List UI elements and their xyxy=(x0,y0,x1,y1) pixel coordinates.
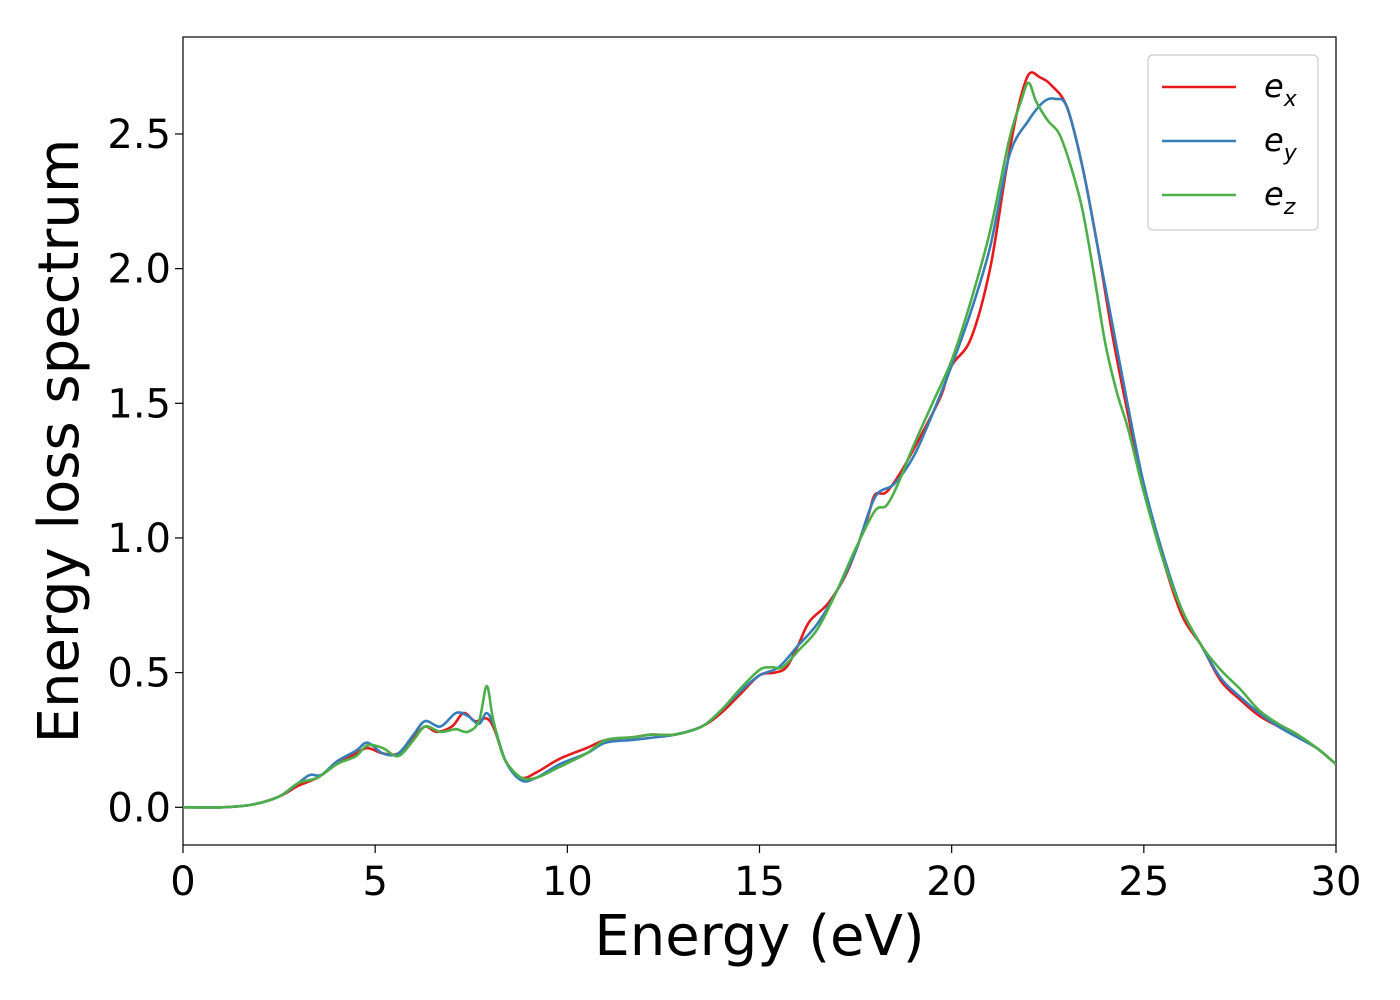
legend-item-y: ey xyxy=(1162,121,1298,166)
y-tick-label: 2.0 xyxy=(107,247,171,293)
series-layer xyxy=(183,71,1336,809)
x-tick-label: 20 xyxy=(926,859,977,905)
y-tick-label: 1.0 xyxy=(107,516,171,562)
x-axis-label: Energy (eV) xyxy=(594,904,924,969)
x-tick-label: 5 xyxy=(362,859,387,905)
y-axis-label: Energy loss spectrum xyxy=(27,139,92,744)
y-axis-ticks: 0.0 0.5 1.0 1.5 2.0 2.5 xyxy=(107,112,183,831)
legend-label-subscript: y xyxy=(1283,141,1298,166)
legend-label-base: e xyxy=(1264,175,1284,213)
x-tick-label: 30 xyxy=(1311,859,1362,905)
x-tick-label: 25 xyxy=(1118,859,1169,905)
legend-box xyxy=(1147,54,1319,231)
legend-label: ex xyxy=(1264,67,1298,112)
y-tick-label: 0.5 xyxy=(107,651,171,697)
y-tick-label: 0.0 xyxy=(107,785,171,831)
x-tick-label: 0 xyxy=(170,859,195,905)
y-tick-label: 1.5 xyxy=(107,381,171,427)
legend-item-x: ex xyxy=(1162,67,1298,112)
series-line-z xyxy=(183,81,1336,809)
series-line-y xyxy=(183,97,1336,809)
y-tick-label: 2.5 xyxy=(107,112,171,158)
x-tick-label: 10 xyxy=(542,859,593,905)
legend-label: ey xyxy=(1264,121,1298,166)
legend-label-subscript: x xyxy=(1283,87,1298,112)
legend-label-subscript: z xyxy=(1283,195,1296,220)
x-tick-label: 15 xyxy=(734,859,785,905)
legend-item-z: ez xyxy=(1162,175,1296,220)
x-axis-ticks: 0 5 10 15 20 25 30 xyxy=(170,845,1361,905)
legend-label-base: e xyxy=(1264,121,1284,159)
legend-label: ez xyxy=(1264,175,1296,220)
legend-label-base: e xyxy=(1264,67,1284,105)
